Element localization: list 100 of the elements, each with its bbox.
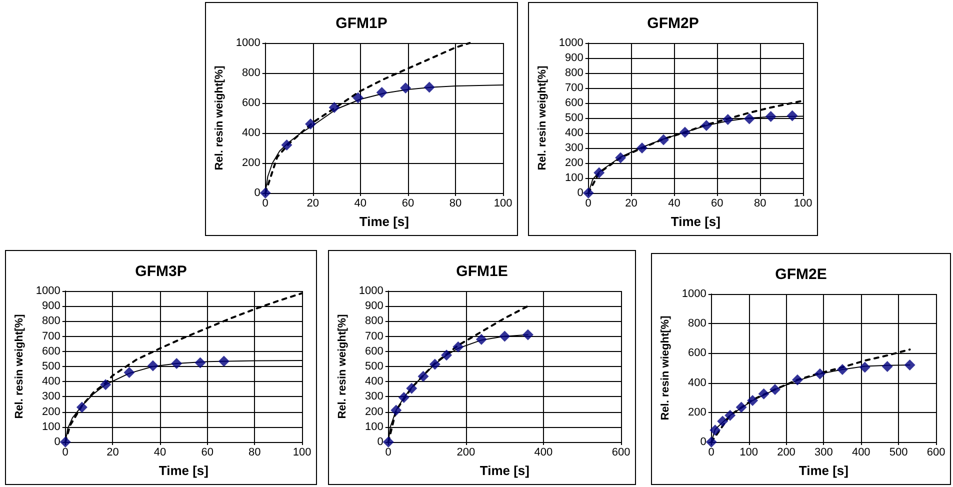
y-tick-label: 700 <box>365 330 384 342</box>
point <box>710 424 721 436</box>
y-tick-label: 1000 <box>358 285 384 297</box>
point <box>792 374 803 386</box>
x-tick-label: 0 <box>62 446 68 458</box>
y-tick-label: 800 <box>688 318 706 330</box>
y-axis-title: Rel. resin weight[%] <box>214 65 226 170</box>
y-tick-label: 500 <box>365 360 384 372</box>
y-tick-label: 0 <box>577 187 584 199</box>
x-tick-label: 20 <box>306 198 320 210</box>
point <box>400 82 412 94</box>
y-tick-label: 1000 <box>558 37 584 49</box>
x-tick-label: 200 <box>456 446 476 458</box>
y-axis-title: Rel. resin weight[%] <box>14 314 26 419</box>
point <box>706 436 717 448</box>
x-tick-label: 40 <box>354 198 367 210</box>
point <box>522 329 534 340</box>
y-tick-label: 900 <box>42 300 60 312</box>
point <box>452 341 464 352</box>
x-axis-title: Time [s] <box>670 214 720 229</box>
x-tick-label: 400 <box>852 446 870 458</box>
x-tick-label: 40 <box>154 446 166 458</box>
y-tick-label: 0 <box>377 436 384 448</box>
point <box>615 152 626 164</box>
y-tick-label: 300 <box>565 142 584 154</box>
point <box>904 360 916 371</box>
y-tick-label: 200 <box>242 157 260 169</box>
point <box>260 188 271 198</box>
x-tick-label: 300 <box>814 446 833 458</box>
point <box>441 350 452 361</box>
x-tick-label: 80 <box>248 446 261 458</box>
point <box>724 410 736 421</box>
y-tick-label: 100 <box>365 420 384 433</box>
chart-title: GFM2P <box>647 15 699 32</box>
point <box>476 334 487 345</box>
x-tick-label: 100 <box>292 446 312 458</box>
point <box>679 126 690 138</box>
point <box>582 188 594 198</box>
point <box>594 167 605 178</box>
x-tick-label: 500 <box>889 446 908 458</box>
y-tick-label: 1000 <box>36 285 60 297</box>
x-axis-title: Time [s] <box>480 463 530 478</box>
point <box>747 395 758 406</box>
point <box>328 102 340 113</box>
point <box>406 382 418 394</box>
point <box>786 110 798 122</box>
point <box>770 384 781 395</box>
y-tick-label: 900 <box>565 52 584 64</box>
x-tick-label: 200 <box>777 446 796 458</box>
point <box>171 358 182 369</box>
y-tick-label: 400 <box>242 127 260 139</box>
x-tick-label: 100 <box>794 198 812 210</box>
point <box>281 140 292 150</box>
point <box>100 379 112 390</box>
y-tick-label: 200 <box>365 406 384 418</box>
point <box>147 360 158 372</box>
y-axis-title: Rel. resin weight[%] <box>536 65 548 170</box>
y-tick-label: 0 <box>254 187 260 199</box>
x-tick-label: 20 <box>106 446 119 458</box>
point <box>722 114 734 125</box>
y-tick-label: 700 <box>565 82 584 94</box>
y-tick-label: 0 <box>54 436 60 448</box>
x-tick-label: 40 <box>668 198 680 210</box>
point <box>882 361 893 372</box>
y-tick-label: 600 <box>42 345 60 358</box>
point <box>636 142 648 154</box>
x-tick-label: 60 <box>201 446 214 458</box>
y-tick-label: 1000 <box>236 37 260 49</box>
y-tick-label: 400 <box>365 376 384 388</box>
y-tick-label: 600 <box>565 97 584 109</box>
y-tick-label: 200 <box>565 157 584 169</box>
x-tick-label: 20 <box>625 198 638 210</box>
point <box>836 364 848 375</box>
point <box>124 367 135 378</box>
y-tick-label: 200 <box>42 406 60 418</box>
chart-title: GFM1E <box>456 263 508 280</box>
y-tick-label: 500 <box>565 112 584 124</box>
point <box>398 392 410 403</box>
x-tick-label: 0 <box>585 198 592 210</box>
y-tick-label: 0 <box>700 436 706 448</box>
x-tick-label: 600 <box>926 446 946 458</box>
x-tick-label: 100 <box>494 198 512 210</box>
point <box>76 402 88 413</box>
y-tick-label: 700 <box>42 330 60 342</box>
y-tick-label: 600 <box>688 347 706 360</box>
x-tick-label: 600 <box>612 446 630 458</box>
y-tick-label: 100 <box>565 172 584 184</box>
y-tick-label: 1000 <box>682 288 706 300</box>
chart-title: GFM3P <box>135 263 187 280</box>
x-tick-label: 80 <box>754 198 766 210</box>
x-tick-label: 80 <box>449 198 462 210</box>
point <box>376 87 388 98</box>
x-tick-label: 0 <box>708 446 714 458</box>
point <box>700 120 712 131</box>
x-tick-label: 100 <box>740 446 758 458</box>
point <box>658 134 669 146</box>
point <box>352 92 364 104</box>
y-tick-label: 300 <box>42 390 60 403</box>
point <box>744 113 755 124</box>
point <box>429 358 440 370</box>
